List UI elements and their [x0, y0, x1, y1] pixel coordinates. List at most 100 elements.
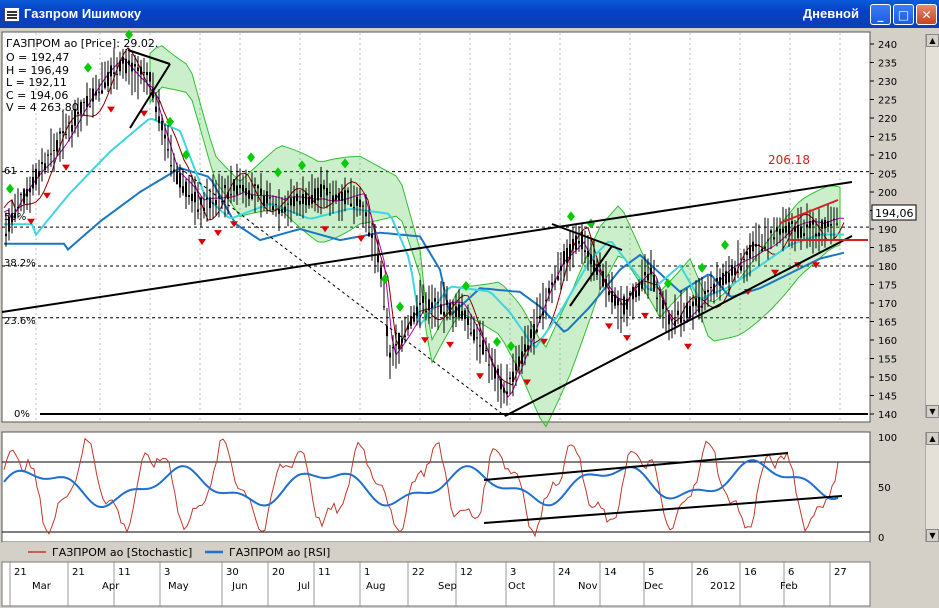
candle-body	[740, 265, 742, 271]
buy-signal-marker	[341, 158, 349, 169]
candle-body	[95, 91, 97, 96]
candle-body	[761, 248, 763, 252]
candle-body	[152, 88, 154, 99]
scroll-up-button[interactable]: ▲	[926, 34, 939, 47]
candle-body	[773, 237, 775, 240]
oscillator-scrollbar[interactable]: ▲ ▼	[925, 432, 939, 542]
day-label: 21	[14, 567, 27, 578]
candle-body	[614, 294, 616, 306]
candle-body	[77, 111, 79, 115]
month-label: Nov	[578, 581, 598, 592]
candle-body	[179, 172, 181, 188]
buy-signal-marker	[84, 62, 92, 73]
candle-body	[752, 241, 754, 252]
candle-body	[824, 219, 826, 229]
candle-body	[50, 153, 52, 155]
candle-body	[164, 134, 166, 139]
candle-body	[140, 66, 142, 75]
candle-body	[419, 302, 421, 305]
candle-body	[635, 290, 637, 298]
cloud-area	[149, 45, 841, 428]
day-label: 3	[510, 567, 516, 578]
candle-body	[434, 298, 436, 302]
price-scrollbar[interactable]: ▲ ▼	[925, 34, 939, 418]
price-tick-label: 170	[878, 299, 897, 310]
candle-body	[734, 268, 736, 276]
candle-body	[536, 329, 538, 332]
candle-body	[830, 224, 832, 226]
sell-signal-marker	[684, 343, 692, 350]
candle-body	[584, 250, 586, 253]
candle-body	[107, 72, 109, 87]
oscillator-axis: 100 50 0	[878, 433, 897, 544]
candle-body	[476, 337, 478, 339]
candle-body	[332, 195, 334, 202]
candle-body	[326, 187, 328, 196]
candle-body	[569, 244, 571, 260]
buy-signal-marker	[166, 116, 174, 127]
day-label: 11	[118, 567, 131, 578]
candle-body	[173, 169, 175, 172]
candle-body	[392, 347, 394, 349]
candle-body	[488, 364, 490, 366]
candle-body	[602, 271, 604, 287]
candle-body	[416, 306, 418, 317]
month-label: Aug	[366, 581, 386, 592]
maximize-button[interactable]: □	[893, 4, 914, 25]
candle-body	[293, 196, 295, 207]
candle-body	[89, 106, 91, 108]
candle-body	[482, 340, 484, 355]
last-price-label: 194,06	[875, 207, 914, 220]
candle-body	[506, 391, 508, 395]
candle-body	[17, 206, 19, 209]
price-tick-label: 155	[878, 355, 897, 366]
candle-body	[698, 297, 700, 313]
candle-body	[656, 297, 658, 300]
candle-body	[413, 312, 415, 322]
legend-bar	[2, 542, 870, 562]
price-tick-label: 205	[878, 170, 897, 181]
candle-body	[599, 265, 601, 267]
candle-body	[428, 299, 430, 311]
candle-body	[128, 60, 130, 65]
open-value: O = 192,47	[6, 51, 69, 64]
close-button[interactable]: ✕	[916, 4, 937, 25]
candle-body	[83, 101, 85, 103]
candle-body	[146, 72, 148, 76]
minimize-button[interactable]: _	[870, 4, 891, 25]
candle-body	[596, 264, 598, 275]
candle-body	[185, 181, 187, 197]
month-label: May	[168, 581, 189, 592]
oscillator-panel	[1, 431, 871, 543]
candle-body	[755, 244, 757, 247]
candle-body	[503, 388, 505, 393]
candle-body	[368, 232, 370, 237]
candle-body	[371, 234, 373, 238]
candle-body	[74, 108, 76, 126]
candle-body	[581, 231, 583, 250]
candle-body	[485, 349, 487, 351]
osc-scroll-up-button[interactable]: ▲	[926, 432, 939, 445]
candle-body	[311, 195, 313, 204]
day-label: 11	[318, 567, 331, 578]
day-label: 5	[648, 567, 654, 578]
candle-body	[440, 304, 442, 315]
buy-signal-marker	[493, 336, 501, 347]
candle-body	[626, 298, 628, 310]
candle-body	[134, 64, 136, 67]
signal-markers	[6, 29, 820, 386]
day-label: 30	[226, 567, 239, 578]
candle-body	[383, 306, 385, 308]
candle-body	[665, 303, 667, 305]
osc-scroll-down-button[interactable]: ▼	[926, 529, 939, 542]
buy-signal-marker	[247, 152, 255, 163]
price-tick-label: 235	[878, 59, 897, 70]
time-axis	[1, 561, 871, 607]
candle-body	[395, 343, 397, 346]
candle-body	[479, 345, 481, 347]
scroll-down-button[interactable]: ▼	[926, 405, 939, 418]
candle-body	[404, 335, 406, 337]
candle-body	[707, 290, 709, 293]
candle-body	[125, 58, 127, 74]
sell-signal-marker	[214, 230, 222, 237]
